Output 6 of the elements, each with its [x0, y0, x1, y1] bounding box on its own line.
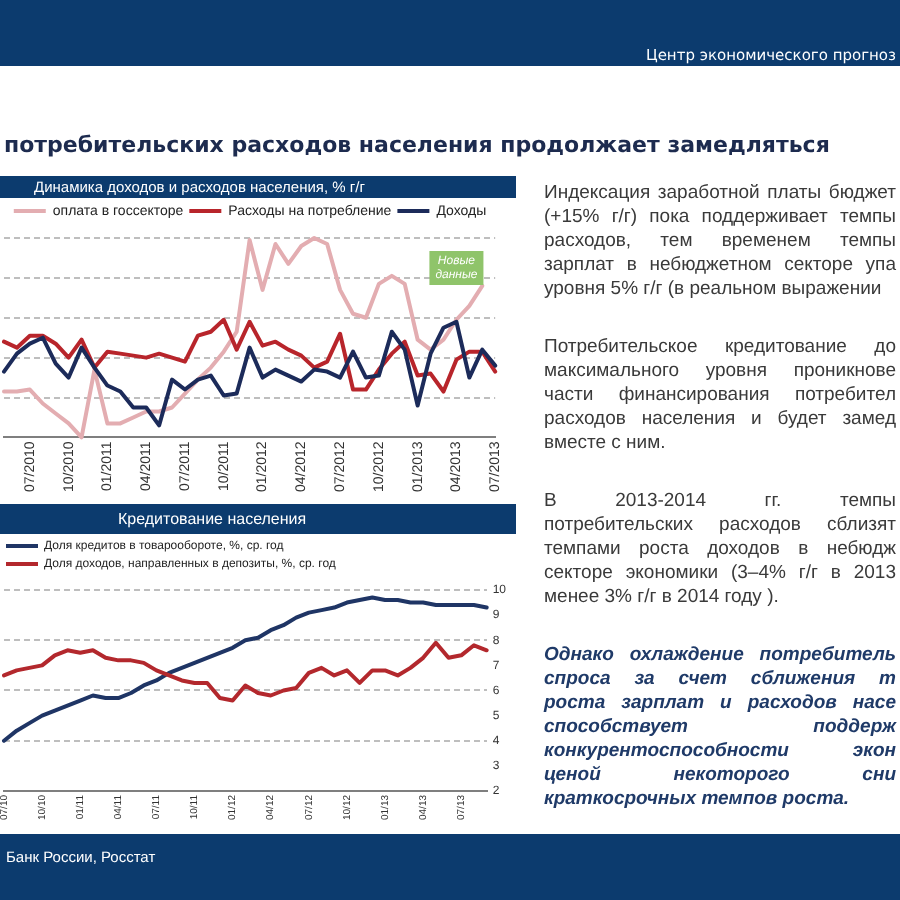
text: Потребительское кредитование до максимального уровня проникнове части финансирования потребител расходов населения и будет замед вместе с ним. [544, 336, 896, 456]
text: Однако охлаждение потребитель спроса за счет сближения т роста зарплат и расходов насе способствует поддерж конкурентоспособности экон ценой некоторого сни краткосрочных темпов роста. [544, 644, 896, 812]
text: потребительских расходов населения продолжает замедляться [4, 132, 830, 158]
text: В 2013-2014 гг. темпы потребительских расходов сблизят темпами роста доходов в небюдж секторе экономики (3–4% г/г в 2013 менее 3% г/г в 2014 году ). [544, 490, 896, 610]
chart-title: Кредитование населения [118, 509, 307, 529]
text: Индексация заработной платы бюджет (+15% г/г) пока поддерживает темпы расходов, тем временем темпы зарплат в небюджетном секторе упа уровня 5% г/г (в реальном выражении [544, 182, 896, 302]
